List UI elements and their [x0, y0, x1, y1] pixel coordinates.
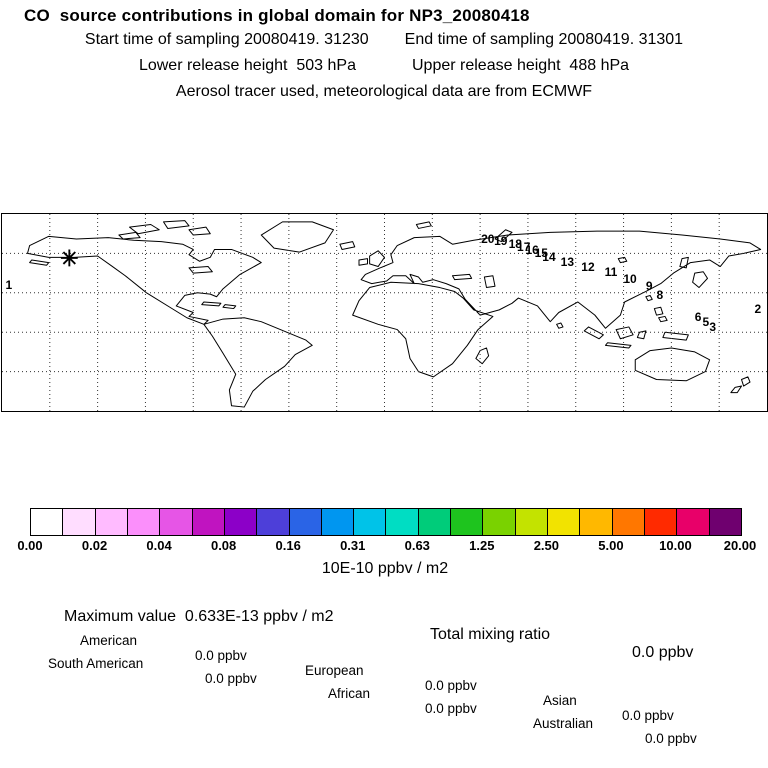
colorbar-segment: [677, 509, 710, 535]
receptor-star-marker: ✳: [60, 245, 79, 271]
colorbar-segment: [63, 509, 96, 535]
end-time-text: End time of sampling 20080419. 31301: [404, 31, 684, 48]
total-mixing-ratio-value: 0.0 ppbv: [632, 644, 694, 661]
figure-title: CO source contributions in global domain…: [24, 6, 530, 25]
colorbar-tick-label: 0.02: [81, 538, 108, 553]
trajectory-hour-marker: 19: [494, 233, 508, 248]
trajectory-hour-marker: 11: [604, 264, 618, 279]
colorbar-tick-label: 1.25: [469, 538, 495, 553]
region-label: African: [328, 686, 371, 701]
trajectory-hour-marker: 9: [645, 278, 653, 293]
colorbar-segment: [160, 509, 193, 535]
region-value: 0.0 ppbv: [645, 731, 697, 746]
trajectory-hour-marker: 16: [525, 243, 539, 258]
colorbar-segment: [580, 509, 613, 535]
colorbar-tick-label: 2.50: [533, 538, 560, 553]
region-label: Australian: [533, 716, 594, 731]
colorbar-tick-label: 0.08: [210, 538, 237, 553]
colorbar-tick-label: 0.31: [340, 538, 366, 553]
colorbar-segment: [224, 509, 258, 535]
region-value: 0.0 ppbv: [425, 701, 477, 716]
colorbar-tick-label: 0.63: [404, 538, 430, 553]
trajectory-hour-marker: 6: [694, 310, 702, 325]
trajectory-hour-marker: 12: [581, 259, 595, 274]
region-stats-row-1: American 0.0 ppbv European 0.0 ppbv Asia…: [0, 618, 768, 738]
colorbar-tick-label: 20.00: [723, 538, 757, 553]
colorbar-tick-label: 10.00: [659, 538, 692, 553]
colorbar-segment: [192, 509, 225, 535]
colorbar-segment: [321, 509, 355, 535]
colorbar-segment: [612, 509, 645, 535]
colorbar-tick-label: 0.16: [275, 538, 301, 553]
lower-release-height-text: Lower release height 503 hPa: [138, 57, 356, 74]
region-label: Asian: [543, 693, 577, 708]
colorbar-segment: [354, 509, 387, 535]
colorbar-segment: [31, 509, 64, 535]
colorbar-segment: [644, 509, 678, 535]
trajectory-hour-marker: 5: [702, 314, 710, 329]
trajectory-hour-marker: 3: [709, 320, 717, 335]
coastline-path: [28, 221, 761, 407]
trajectory-hour-marker: 8: [656, 287, 664, 302]
world-map: ✳ 1 2 3 5 6 8 9 10 11 12 13 14 15 16 17 18 19 20: [1, 213, 768, 412]
upper-release-height-text: Upper release height 488 hPa: [412, 57, 630, 74]
trajectory-hour-marker: 2: [754, 301, 762, 316]
colorbar-segment: [418, 509, 452, 535]
colorbar-segment: [386, 509, 419, 535]
colorbar-segment: [95, 509, 128, 535]
coastlines-svg: [2, 214, 767, 411]
colorbar-segment: [127, 509, 161, 535]
map-grid-svg: [2, 214, 767, 411]
release-heights-line: Lower release height 503 hPa Upper relea…: [0, 57, 768, 75]
colorbar-segment: [548, 509, 581, 535]
colorbar-segment: [483, 509, 516, 535]
trajectory-hour-marker: 10: [623, 272, 637, 286]
colorbar-segment: [289, 509, 322, 535]
colorbar-tick-label: 0.04: [146, 538, 172, 553]
trajectory-hour-marker: 13: [560, 255, 575, 270]
region-value: 0.0 ppbv: [622, 708, 674, 723]
trajectory-hour-marker: 18: [508, 236, 522, 251]
region-stats-row-2: South American 0.0 ppbv African 0.0 ppbv…: [0, 641, 768, 761]
trajectory-hour-marker: 1: [5, 277, 13, 292]
colorbar: [30, 508, 742, 536]
tracer-info-text: Aerosol tracer used, meteorological data…: [175, 83, 593, 100]
colorbar-segment: [709, 509, 741, 535]
region-value: 0.0 ppbv: [205, 671, 257, 686]
colorbar-tick-label: 0.00: [17, 538, 43, 553]
tracer-info-line: Aerosol tracer used, meteorological data…: [0, 83, 768, 101]
colorbar-segment: [257, 509, 290, 535]
trajectory-hour-marker: 20: [481, 232, 495, 247]
trajectory-hour-marker: 15: [534, 246, 548, 260]
colorbar-segment: [515, 509, 548, 535]
region-label: South American: [48, 656, 144, 671]
trajectory-hour-marker: 14: [542, 249, 556, 264]
total-mixing-ratio-label: Total mixing ratio: [430, 626, 551, 643]
region-value: 0.0 ppbv: [195, 648, 247, 663]
sampling-times-line: Start time of sampling 20080419. 31230 E…: [0, 31, 768, 49]
stats-summary-row: Maximum value 0.633E-13 ppbv / m2 Total …: [0, 590, 768, 680]
colorbar-unit-label: 10E-10 ppbv / m2: [321, 560, 449, 577]
map-markers: ✳ 1 2 3 5 6 8 9 10 11 12 13 14 15 16 17 18 19 20: [2, 214, 767, 411]
region-label: American: [80, 633, 138, 648]
colorbar-tick-label: 5.00: [598, 538, 624, 553]
start-time-text: Start time of sampling 20080419. 31230: [84, 31, 369, 48]
colorbar-ticks: 0.00 0.02 0.04 0.08 0.16 0.31 0.63 1.25 2.50 5.00…: [17, 538, 756, 554]
trajectory-hour-marker: 17: [517, 240, 531, 255]
region-value: 0.0 ppbv: [425, 678, 477, 693]
maximum-value-text: Maximum value 0.633E-13 ppbv / m2: [64, 608, 334, 625]
region-label: European: [305, 663, 364, 678]
colorbar-segment: [451, 509, 484, 535]
